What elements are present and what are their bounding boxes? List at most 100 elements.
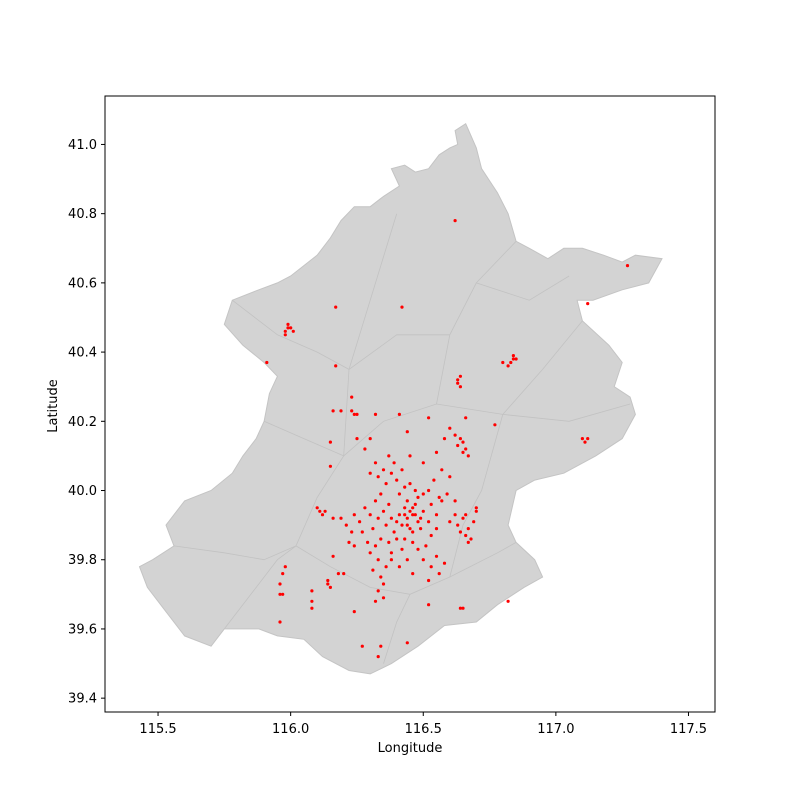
y-axis-ticks: 39.4 39.6 39.8 40.0 40.2 40.4 40.6 40.8 41.0 xyxy=(68,138,105,707)
data-point xyxy=(368,551,372,555)
data-point xyxy=(586,302,590,306)
data-point xyxy=(493,423,497,427)
data-point xyxy=(448,520,452,524)
data-point xyxy=(511,354,515,358)
data-point xyxy=(368,471,372,475)
data-point xyxy=(376,655,380,659)
data-point xyxy=(283,565,287,569)
beijing-region-shape xyxy=(138,122,663,675)
data-point xyxy=(281,592,285,596)
data-point xyxy=(421,509,425,513)
data-point xyxy=(373,544,378,548)
data-point xyxy=(373,599,378,603)
data-point xyxy=(328,464,332,468)
data-point xyxy=(458,385,462,389)
data-point xyxy=(405,523,409,527)
district-boundary-line xyxy=(223,545,297,630)
district-boundary-line xyxy=(502,320,583,415)
data-point xyxy=(291,329,295,333)
y-tick-label: 40.6 xyxy=(68,276,97,291)
data-point xyxy=(434,513,439,517)
data-point xyxy=(416,520,420,524)
data-point xyxy=(371,527,375,531)
data-point xyxy=(509,360,513,365)
data-point xyxy=(427,488,431,493)
x-tick-label: 115.5 xyxy=(139,722,176,737)
data-point xyxy=(437,572,441,576)
data-point xyxy=(421,558,425,562)
data-point xyxy=(453,499,457,503)
data-point xyxy=(379,492,383,496)
data-point xyxy=(381,596,386,600)
y-tick-label: 41.0 xyxy=(68,138,97,153)
x-axis-ticks: 115.5 116.0 116.5 117.0 117.5 xyxy=(139,712,707,737)
data-point xyxy=(464,513,468,517)
data-point xyxy=(352,544,356,548)
data-point xyxy=(427,520,431,524)
data-point xyxy=(397,492,401,496)
x-tick-label: 117.5 xyxy=(670,722,707,737)
data-point xyxy=(419,516,423,520)
data-point xyxy=(445,492,449,496)
data-point xyxy=(389,558,393,562)
data-point xyxy=(318,509,322,513)
district-boundary-line xyxy=(476,275,570,301)
data-point xyxy=(376,589,380,593)
data-point xyxy=(416,547,420,551)
data-point xyxy=(347,540,351,545)
data-point xyxy=(265,360,269,365)
data-point xyxy=(286,326,290,330)
data-point xyxy=(368,513,372,517)
data-point xyxy=(334,305,338,309)
data-point xyxy=(381,509,386,513)
data-point xyxy=(384,523,388,527)
data-point xyxy=(352,513,356,517)
data-point xyxy=(434,527,439,531)
data-point xyxy=(342,572,346,576)
data-point xyxy=(379,575,383,579)
district-boundary-line xyxy=(173,545,297,561)
data-point xyxy=(281,572,285,576)
data-point xyxy=(464,447,468,451)
data-point xyxy=(434,554,439,558)
data-point xyxy=(328,440,332,444)
data-point xyxy=(458,437,462,441)
data-point xyxy=(461,606,465,610)
district-boundary-line xyxy=(449,414,504,578)
data-point xyxy=(434,450,439,454)
data-point xyxy=(283,329,287,333)
data-point xyxy=(323,509,327,513)
data-point xyxy=(278,582,282,586)
data-point xyxy=(458,530,462,534)
data-point xyxy=(413,502,417,506)
data-point xyxy=(453,513,457,517)
data-point xyxy=(339,516,343,520)
data-point xyxy=(413,488,417,493)
data-point xyxy=(320,513,325,517)
data-point xyxy=(376,475,380,479)
data-point xyxy=(397,565,401,569)
data-point xyxy=(461,516,465,520)
y-tick-label: 40.8 xyxy=(68,207,97,222)
data-point xyxy=(376,558,380,562)
data-point xyxy=(461,440,465,444)
data-point xyxy=(352,610,356,614)
data-point xyxy=(411,506,415,510)
data-point xyxy=(427,603,431,607)
district-boundaries xyxy=(173,213,631,664)
data-point xyxy=(387,502,391,506)
data-point xyxy=(583,440,587,444)
data-point xyxy=(453,433,457,437)
data-point xyxy=(448,475,452,479)
data-point xyxy=(424,544,428,548)
data-point xyxy=(429,502,433,506)
data-point xyxy=(336,572,340,576)
x-axis-label: Longitude xyxy=(378,741,443,756)
data-point xyxy=(466,540,470,545)
data-point xyxy=(511,357,515,361)
data-point xyxy=(400,547,404,551)
data-point xyxy=(506,599,510,603)
data-point xyxy=(405,558,409,562)
data-point xyxy=(395,520,399,524)
